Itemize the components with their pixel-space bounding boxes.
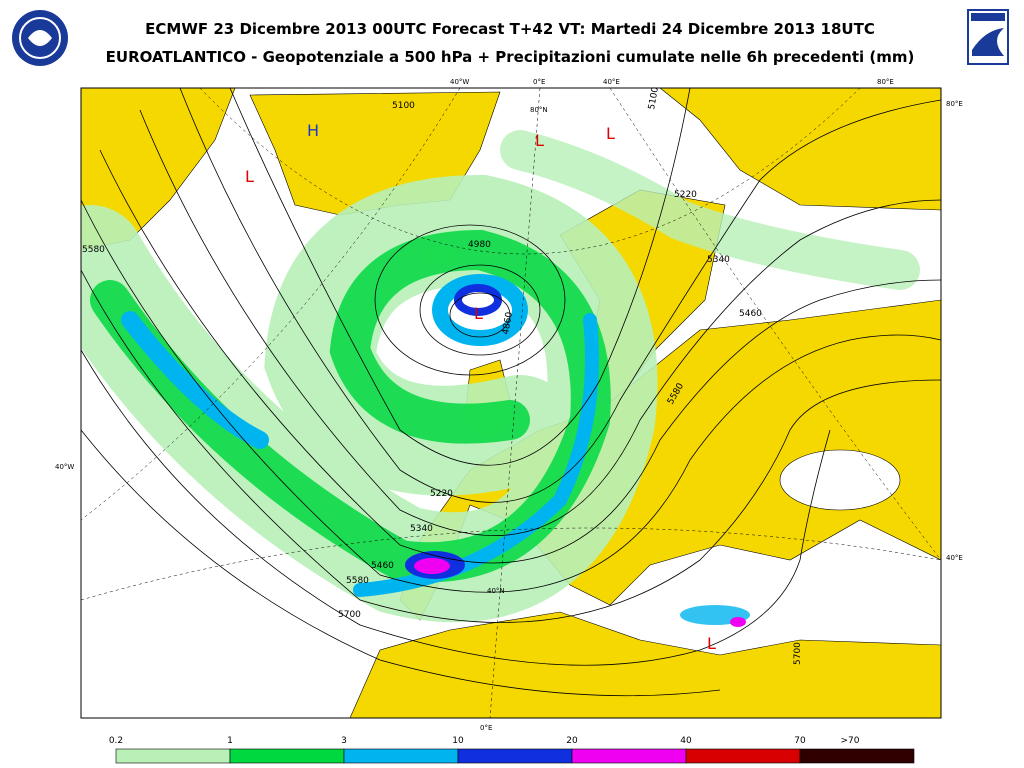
contour-label: 5460 — [371, 561, 394, 571]
colorbar-label: 3 — [341, 736, 347, 746]
colorbar-swatch — [685, 748, 801, 764]
graticule-label: 40°N — [487, 587, 505, 595]
colorbar-label: 10 — [452, 736, 464, 746]
contour-label: 5580 — [82, 245, 105, 255]
graticule-label: 40°W — [450, 78, 469, 86]
colorbar-label: 20 — [566, 736, 578, 746]
subtitle: EUROATLANTICO - Geopotenziale a 500 hPa … — [106, 48, 915, 66]
contour-label: 5220 — [430, 489, 453, 499]
contour-label: 5100 — [647, 86, 661, 111]
contour-label: 5100 — [392, 101, 415, 111]
graticule-label: 80°N — [530, 106, 548, 114]
logo-left — [12, 10, 68, 66]
pressure-center: H — [307, 121, 319, 140]
pressure-center: L — [245, 167, 254, 186]
precipitation — [81, 130, 920, 627]
contours — [81, 88, 941, 697]
graticule-label: 0°E — [533, 78, 545, 86]
graticule-label: 80°E — [946, 100, 963, 108]
colorbar-label: >70 — [841, 736, 860, 746]
pressure-center: L — [535, 131, 544, 150]
contour-label: 4980 — [468, 240, 491, 250]
pressure-center: L — [606, 124, 615, 143]
graticule — [81, 88, 941, 718]
title: ECMWF 23 Dicembre 2013 00UTC Forecast T+… — [145, 20, 875, 38]
contour-label: 5340 — [707, 255, 730, 265]
logo-right — [967, 9, 1009, 65]
colorbar-swatch — [229, 748, 345, 764]
colorbar-swatch — [799, 748, 915, 764]
colorbar-label: 70 — [794, 736, 806, 746]
pressure-centers: H L L L L L — [245, 121, 716, 653]
map — [81, 88, 941, 718]
colorbar-swatch — [571, 748, 687, 764]
colorbar-swatch — [343, 748, 459, 764]
contour-label: 5460 — [739, 309, 762, 319]
contour-label: 5220 — [674, 190, 697, 200]
map-frame — [80, 87, 942, 719]
graticule-label: 40°E — [946, 554, 963, 562]
graticule-label: 80°E — [877, 78, 894, 86]
graticule-label: 40°W — [55, 463, 74, 471]
pressure-center: L — [474, 304, 483, 323]
contour-label: 5700 — [793, 642, 803, 665]
contour-label: 5340 — [410, 524, 433, 534]
pressure-center: L — [707, 634, 716, 653]
contour-label: 5700 — [338, 610, 361, 620]
colorbar-label: 1 — [227, 736, 233, 746]
colorbar-label: 0.2 — [109, 736, 123, 746]
colorbar-swatch — [115, 748, 231, 764]
contour-label: 4860 — [501, 311, 515, 336]
colorbar-label: 40 — [680, 736, 692, 746]
graticule-label: 0°E — [480, 724, 492, 732]
graticule-label: 40°E — [603, 78, 620, 86]
graticule-labels: 40°W 0°E 40°E 80°E 80°E 40°W 40°E 0°E 80… — [55, 78, 963, 732]
contour-label: 5580 — [346, 576, 369, 586]
colorbar-swatch — [457, 748, 573, 764]
colorbar: 0.2 1 3 10 20 40 70 >70 — [109, 736, 915, 764]
